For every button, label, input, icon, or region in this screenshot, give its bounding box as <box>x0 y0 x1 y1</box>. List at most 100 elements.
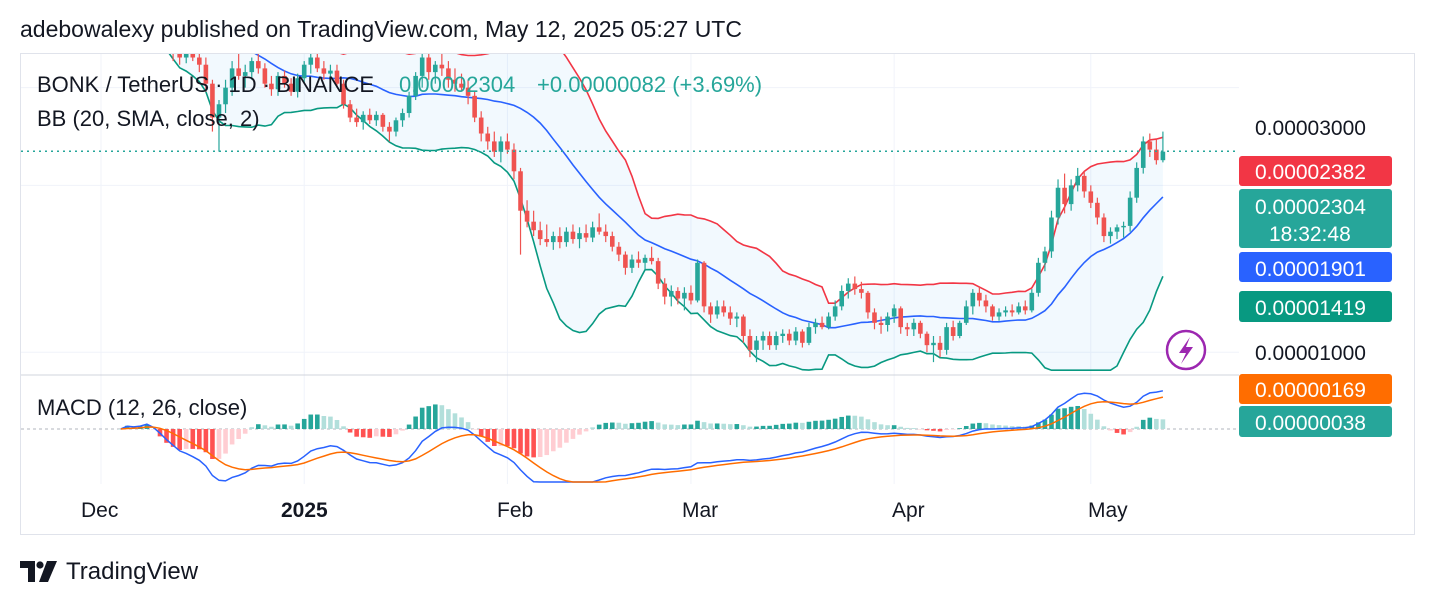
candle <box>492 131 497 157</box>
candle <box>819 316 825 330</box>
candle <box>400 108 405 127</box>
candle-body <box>1022 306 1028 311</box>
candle <box>1140 136 1146 174</box>
candle-body <box>334 70 340 84</box>
candle <box>793 327 799 346</box>
macd-histogram-bar <box>1140 419 1146 429</box>
candle-body <box>1049 217 1054 252</box>
macd-signal-tag <box>1239 374 1392 404</box>
candle-body <box>734 316 740 319</box>
candle <box>747 329 753 358</box>
time-tick: Mar <box>682 499 718 522</box>
candle <box>537 221 543 246</box>
candle-body <box>288 83 294 92</box>
macd-histogram-bar <box>341 426 346 429</box>
legend-macd[interactable]: MACD (12, 26, close) <box>37 395 247 420</box>
candle <box>564 227 569 247</box>
candle-body <box>223 87 228 105</box>
candle <box>334 64 340 88</box>
candle <box>1147 133 1153 157</box>
candle-body <box>688 292 694 301</box>
macd-histogram-bar <box>1088 413 1094 429</box>
candle-body <box>695 262 700 301</box>
macd-histogram-bar <box>550 429 556 452</box>
price-axis[interactable]: 0.00003000 0.00001000 0.00002382 0.00002… <box>1239 117 1392 437</box>
legend-change: +0.00000082 (+3.69%) <box>537 72 762 97</box>
macd-histogram-bar <box>537 429 543 457</box>
candle-body <box>550 236 556 243</box>
legend-bb[interactable]: BB (20, SMA, close, 2) <box>37 106 260 131</box>
candle <box>308 54 314 74</box>
candle-body <box>1101 217 1107 237</box>
candle <box>616 242 622 262</box>
candle <box>1055 179 1061 225</box>
macd-histogram-bar <box>498 429 504 446</box>
macd-histogram-bar <box>786 423 792 429</box>
candle-body <box>944 327 949 350</box>
candle-body <box>406 95 412 114</box>
candle <box>511 143 517 180</box>
candle <box>1101 213 1107 243</box>
last-price-value: 0.00002304 <box>1255 196 1366 219</box>
macd-histogram-bar <box>406 424 412 429</box>
candle <box>172 54 174 62</box>
candle-body <box>806 327 812 343</box>
chart-frame[interactable]: BONK / TetherUS · 1D · BINANCE 0.0000230… <box>20 53 1415 535</box>
chart-svg[interactable]: BONK / TetherUS · 1D · BINANCE 0.0000230… <box>21 54 1416 536</box>
candle-body <box>596 227 602 232</box>
candle <box>1029 289 1035 313</box>
bollinger-bands <box>168 54 1164 372</box>
candle <box>1022 300 1028 315</box>
candle-body <box>459 83 464 88</box>
macd-hist-value: 0.00000038 <box>1255 412 1366 435</box>
time-tick: Dec <box>81 499 118 522</box>
candle <box>662 278 668 305</box>
candle-body <box>813 322 818 328</box>
macd-histogram-bar <box>354 429 359 437</box>
macd-histogram-bar <box>459 417 464 429</box>
candle-body <box>603 231 609 237</box>
legend-symbol[interactable]: BONK / TetherUS · 1D · BINANCE <box>37 72 374 97</box>
candle <box>839 285 845 311</box>
macd-histogram-bar <box>242 429 248 434</box>
candle <box>983 294 989 313</box>
macd-histogram-bar <box>485 429 491 442</box>
candle-body <box>511 149 517 172</box>
candle-body <box>190 54 196 58</box>
candle <box>229 61 235 96</box>
candle-body <box>360 114 366 123</box>
candle <box>859 281 864 299</box>
macd-histogram-bar <box>806 421 812 429</box>
candle <box>210 79 215 132</box>
time-axis[interactable]: Dec 2025 Feb Mar Apr May <box>81 499 1128 522</box>
macd-pane <box>21 390 1239 483</box>
candle-body <box>623 254 628 268</box>
lightning-icon[interactable] <box>1165 329 1207 371</box>
macd-histogram-bar <box>1095 419 1100 429</box>
candle-body <box>741 316 746 336</box>
candle-body <box>891 308 897 317</box>
macd-histogram-bar <box>557 429 563 448</box>
macd-histogram-bar <box>170 429 176 447</box>
legend-price: 0.00002304 <box>399 72 515 97</box>
candle <box>603 224 609 243</box>
bb-lower-value: 0.00001419 <box>1255 297 1366 320</box>
macd-histogram-bar <box>505 429 510 447</box>
candle-body <box>1121 225 1126 228</box>
macd-histogram-bar <box>1036 422 1041 429</box>
candle <box>1042 246 1048 272</box>
macd-histogram-bar <box>347 429 353 433</box>
candle <box>197 54 202 73</box>
footer-brand[interactable]: TradingView <box>20 558 198 586</box>
candle-body <box>662 283 668 297</box>
candle-body <box>819 322 825 328</box>
macd-histogram-bar <box>321 416 327 429</box>
macd-histogram-bar <box>1154 418 1159 429</box>
candle-body <box>544 239 550 243</box>
candle-body <box>354 117 359 123</box>
candle <box>957 320 963 339</box>
candle-body <box>721 306 727 313</box>
candle <box>852 276 858 295</box>
candle <box>256 54 261 74</box>
macd-histogram-bar <box>492 429 497 447</box>
